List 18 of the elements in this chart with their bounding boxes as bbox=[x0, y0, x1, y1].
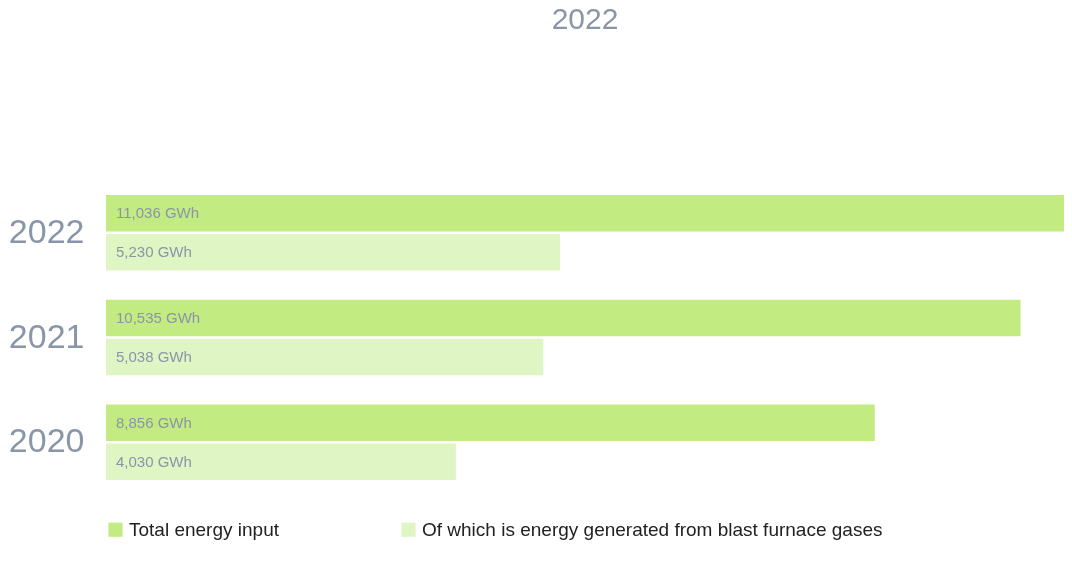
y-tick-label: 2022 bbox=[8, 211, 85, 250]
data-label: 8,856 GWh bbox=[116, 413, 192, 431]
bar bbox=[106, 338, 544, 376]
bar bbox=[106, 443, 456, 480]
y-tick-label: 2021 bbox=[8, 316, 85, 355]
legend-label: Of which is energy generated from blast furnace gases bbox=[422, 518, 883, 540]
data-label: 4,030 GWh bbox=[116, 452, 192, 470]
bar bbox=[106, 195, 1064, 232]
legend-label: Total energy input bbox=[129, 518, 280, 540]
data-label: 11,036 GWh bbox=[116, 204, 200, 222]
bar bbox=[106, 404, 875, 442]
data-label: 10,535 GWh bbox=[116, 309, 201, 327]
y-tick-label: 2020 bbox=[8, 421, 85, 460]
bar bbox=[106, 233, 560, 271]
chart-title: 2022 bbox=[551, 2, 619, 35]
data-label: 5,230 GWh bbox=[116, 243, 192, 261]
data-label: 5,038 GWh bbox=[116, 347, 192, 365]
bar bbox=[106, 299, 1021, 337]
